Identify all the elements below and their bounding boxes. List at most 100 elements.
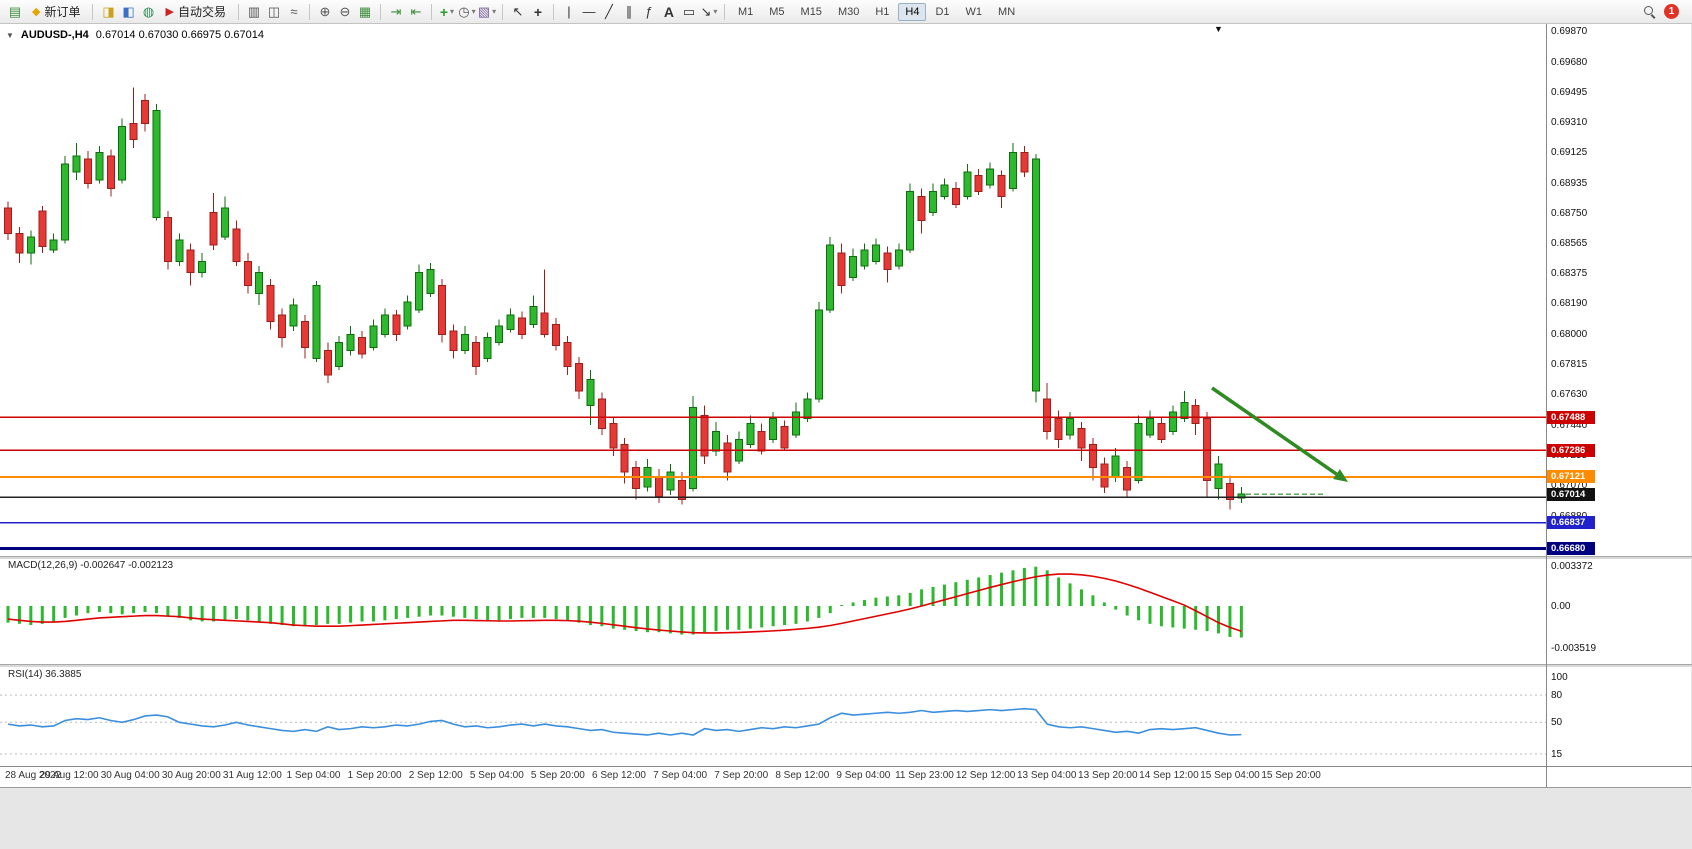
time-axis-label: 7 Sep 20:00: [714, 770, 769, 781]
macd-bar: [97, 606, 101, 612]
periods-icon[interactable]: ◷ ▾: [457, 2, 477, 22]
macd-bar: [314, 606, 318, 626]
navigator-icon[interactable]: ◧: [118, 2, 138, 22]
candle: [860, 243, 869, 270]
text-label-icon[interactable]: ▭: [679, 2, 699, 22]
zoom-in-icon[interactable]: ⊕: [315, 2, 335, 22]
timeframe-m5[interactable]: M5: [769, 5, 785, 18]
candle: [963, 163, 972, 200]
candlestick-chart-icon[interactable]: ◫: [264, 2, 284, 22]
notification-badge[interactable]: 1: [1664, 4, 1679, 19]
candle: [826, 236, 835, 314]
macd-bar: [371, 606, 375, 622]
panel-separator[interactable]: [0, 556, 1692, 559]
price-axis-label: 0.68375: [1551, 268, 1588, 280]
candle: [449, 324, 458, 359]
candle: [906, 183, 915, 254]
macd-bar: [863, 600, 866, 606]
candle: [437, 279, 446, 343]
macd-axis-label: 0.00: [1551, 601, 1571, 612]
macd-axis-label: 0.003372: [1551, 560, 1593, 572]
timeframe-w1[interactable]: W1: [965, 5, 983, 18]
bar-chart-icon[interactable]: ▥: [244, 2, 264, 22]
text-icon[interactable]: A: [659, 2, 679, 22]
macd-bar: [63, 606, 67, 618]
macd-bar: [1079, 589, 1083, 606]
price-axis-label: 0.69495: [1551, 86, 1588, 98]
macd-bar: [360, 606, 364, 622]
time-axis-label: 29 Aug 12:00: [39, 770, 99, 781]
new-order-button[interactable]: ◆ 新订单: [25, 2, 87, 22]
time-axis-label: 1 Sep 20:00: [347, 770, 402, 781]
horizontal-line-icon[interactable]: —: [579, 2, 599, 22]
macd-bar: [52, 606, 56, 622]
timeframe-h1[interactable]: H1: [875, 5, 890, 18]
timeframe-m1[interactable]: M1: [737, 5, 754, 18]
zoom-out-icon[interactable]: ⊖: [335, 2, 355, 22]
macd-bar: [394, 606, 398, 620]
time-axis-label: 6 Sep 12:00: [592, 770, 646, 781]
candle: [1020, 146, 1029, 177]
macd-bar: [86, 606, 90, 614]
vertical-line-icon[interactable]: |: [559, 2, 579, 22]
candle: [61, 155, 70, 244]
candle: [141, 94, 150, 132]
strategy-tester-icon[interactable]: ◍: [138, 2, 158, 22]
arrows-icon[interactable]: ↘ ▾: [699, 2, 719, 22]
timeframe-h4[interactable]: H4: [898, 2, 927, 21]
toolbar-right: 1: [1643, 4, 1679, 19]
tile-windows-icon[interactable]: ▦: [355, 2, 375, 22]
timeframe-mn[interactable]: MN: [998, 5, 1016, 18]
panel-separator[interactable]: [0, 664, 1692, 667]
macd-bar: [1022, 567, 1026, 606]
candle: [358, 331, 367, 359]
macd-bar: [212, 606, 216, 622]
macd-bar: [1011, 570, 1015, 606]
macd-bar: [257, 606, 261, 622]
macd-bar: [748, 606, 752, 629]
macd-bar: [486, 606, 490, 621]
fibonacci-icon[interactable]: ƒ: [639, 2, 659, 22]
cursor-icon[interactable]: ↖: [508, 2, 528, 22]
trendline-icon[interactable]: ╱: [599, 2, 619, 22]
periods-icon: ◷: [458, 3, 470, 19]
macd-bar: [406, 606, 410, 618]
autotrading-button[interactable]: ▶ 自动交易: [158, 2, 232, 22]
crosshair-icon[interactable]: +: [528, 2, 548, 22]
new-order-button-label: 新订单: [44, 5, 81, 19]
macd-bar: [1125, 606, 1129, 616]
macd-bar: [143, 606, 147, 612]
templates-icon[interactable]: ▧ ▾: [477, 2, 497, 22]
chart-shift-icon: ⇤: [410, 3, 422, 19]
channel-icon[interactable]: ∥: [619, 2, 639, 22]
candle: [575, 356, 583, 400]
market-watch-icon[interactable]: ◨: [98, 2, 118, 22]
candle: [209, 193, 218, 250]
timeframe-m30[interactable]: M30: [837, 5, 860, 18]
time-axis-label: 14 Sep 12:00: [1139, 770, 1199, 781]
collapse-chart-icon[interactable]: ▼: [6, 30, 14, 40]
candle: [552, 318, 561, 351]
trend-arrow-object[interactable]: [1211, 386, 1338, 476]
candle: [118, 118, 127, 184]
candle: [198, 253, 207, 278]
timeframe-d1[interactable]: D1: [935, 5, 950, 18]
chart-shift-icon[interactable]: ⇤: [406, 2, 426, 22]
dropdown-arrow-icon: ▾: [492, 7, 497, 16]
candle: [1225, 475, 1234, 510]
chart-symbol-period: AUDUSD-,H4: [20, 29, 89, 41]
macd-bar: [292, 606, 295, 627]
search-icon[interactable]: [1643, 5, 1656, 18]
line-chart-icon[interactable]: ≈: [284, 2, 304, 22]
new-chart-icon[interactable]: ▤: [5, 2, 25, 22]
auto-scroll-icon[interactable]: ⇥: [386, 2, 406, 22]
price-axis-border: [1546, 24, 1547, 787]
macd-bar: [1228, 606, 1232, 637]
timeframe-m15[interactable]: M15: [800, 5, 822, 18]
candle: [1237, 486, 1246, 503]
indicators-icon[interactable]: + ▾: [437, 2, 457, 22]
new-order-icon: ◆: [32, 6, 41, 18]
macd-bar: [429, 606, 433, 616]
rsi-axis-label: 100: [1551, 672, 1568, 683]
chart-shift-marker-icon[interactable]: ▼: [1214, 24, 1223, 34]
